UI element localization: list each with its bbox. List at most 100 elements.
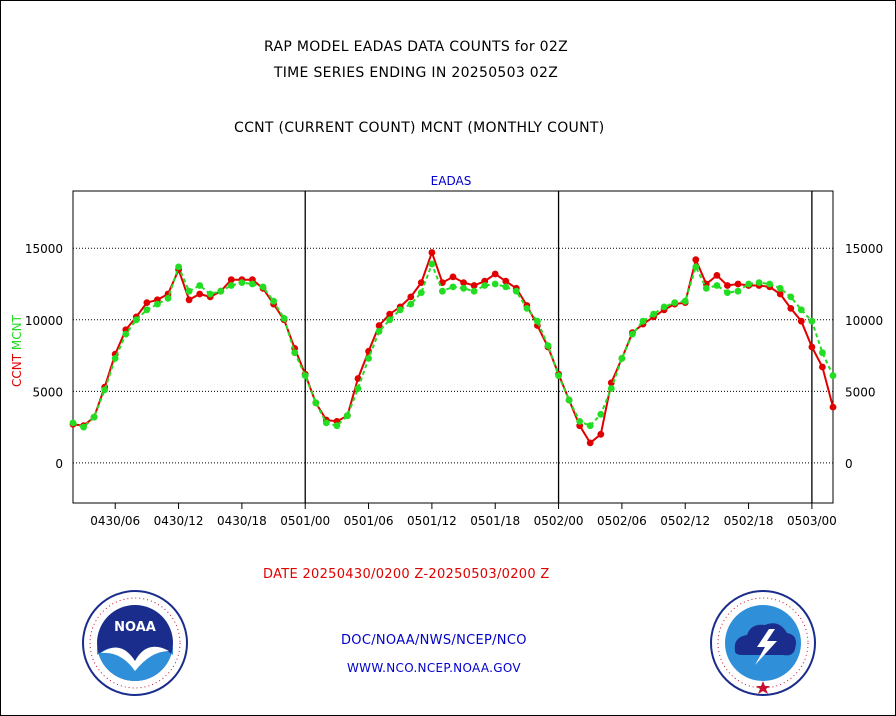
data-point-mcnt: [512, 287, 520, 295]
data-point-mcnt: [301, 372, 309, 379]
data-point-mcnt: [196, 282, 204, 289]
data-point-mcnt: [344, 412, 351, 420]
data-point-mcnt: [639, 317, 647, 325]
y-tick-label-left: 5000: [32, 385, 63, 399]
svg-text:NOAA: NOAA: [114, 620, 156, 635]
data-point-mcnt: [439, 287, 446, 295]
data-point-ccnt: [692, 256, 700, 264]
data-point-mcnt: [607, 385, 615, 392]
data-point-mcnt: [407, 300, 415, 308]
data-point-mcnt: [671, 299, 679, 306]
data-point-ccnt: [417, 279, 425, 286]
data-point-mcnt: [681, 297, 689, 305]
x-tick-label: 0430/18: [217, 514, 267, 528]
data-point-mcnt: [555, 372, 562, 379]
data-point-mcnt: [132, 316, 140, 324]
plot-title: EADAS: [431, 174, 472, 188]
data-point-mcnt: [259, 283, 267, 291]
data-point-mcnt: [227, 282, 235, 289]
x-tick-label: 0502/06: [597, 514, 647, 528]
x-tick-label: 0502/18: [724, 514, 774, 528]
data-point-mcnt: [238, 279, 246, 286]
y-axis-label-mcnt: MCNT: [10, 314, 24, 354]
data-point-mcnt: [766, 280, 774, 288]
x-tick-label: 0502/00: [534, 514, 584, 528]
y-tick-label-left: 10000: [25, 314, 63, 328]
data-point-mcnt: [660, 303, 668, 311]
data-point-ccnt: [354, 375, 362, 382]
data-point-ccnt: [586, 439, 594, 447]
data-point-mcnt: [175, 263, 183, 271]
data-point-ccnt: [491, 270, 499, 278]
x-tick-label: 0430/12: [154, 514, 204, 528]
data-point-ccnt: [227, 276, 235, 284]
data-point-mcnt: [449, 283, 457, 291]
x-tick-label: 0503/00: [787, 514, 837, 528]
data-point-mcnt: [69, 419, 77, 427]
data-point-ccnt: [428, 249, 436, 256]
data-point-mcnt: [460, 284, 467, 292]
data-point-mcnt: [618, 355, 626, 362]
data-point-mcnt: [322, 419, 330, 427]
credit-website: WWW.NCO.NCEP.NOAA.GOV: [347, 661, 521, 675]
data-point-ccnt: [375, 322, 383, 329]
credit-organization: DOC/NOAA/NWS/NCEP/NCO: [341, 633, 527, 648]
data-point-mcnt: [787, 293, 795, 301]
data-point-mcnt: [333, 422, 341, 430]
data-point-ccnt: [713, 272, 721, 279]
data-point-ccnt: [407, 293, 415, 301]
y-tick-label-right: 0: [845, 457, 853, 471]
data-point-ccnt: [386, 310, 394, 318]
data-point-ccnt: [196, 290, 204, 298]
data-point-ccnt: [808, 343, 816, 351]
chart-title-line1: RAP MODEL EADAS DATA COUNTS for 02Z: [263, 39, 568, 55]
data-point-mcnt: [713, 282, 721, 289]
data-point-mcnt: [829, 372, 837, 379]
y-tick-label-right: 15000: [845, 242, 883, 256]
noaa-logo: NOAA: [82, 590, 188, 696]
data-point-ccnt: [449, 273, 457, 281]
national-weather-service-logo: [710, 590, 816, 696]
data-point-mcnt: [523, 305, 531, 312]
x-tick-label: 0501/12: [407, 514, 457, 528]
data-point-mcnt: [586, 422, 594, 430]
data-point-mcnt: [491, 280, 499, 288]
y-axis-label: CCNT MCNT: [10, 314, 24, 387]
data-point-mcnt: [280, 315, 288, 322]
data-point-mcnt: [808, 317, 816, 325]
data-point-ccnt: [143, 299, 151, 306]
data-point-mcnt: [249, 280, 256, 288]
data-point-mcnt: [745, 280, 752, 288]
data-point-mcnt: [365, 355, 372, 362]
data-point-ccnt: [819, 363, 826, 371]
y-tick-label-left: 0: [55, 457, 63, 471]
data-point-ccnt: [502, 277, 510, 285]
y-tick-label-right: 10000: [845, 314, 883, 328]
data-point-ccnt: [470, 282, 478, 289]
data-point-mcnt: [217, 287, 225, 295]
y-tick-label-left: 15000: [25, 242, 63, 256]
data-point-mcnt: [154, 300, 161, 308]
data-point-mcnt: [111, 355, 119, 362]
data-point-mcnt: [702, 284, 710, 292]
data-point-mcnt: [428, 260, 436, 268]
data-point-mcnt: [375, 327, 383, 335]
data-point-mcnt: [206, 290, 214, 298]
data-point-mcnt: [755, 279, 763, 286]
chart-legend-description: CCNT (CURRENT COUNT) MCNT (MONTHLY COUNT…: [234, 120, 605, 136]
data-point-mcnt: [80, 423, 87, 431]
data-point-mcnt: [164, 294, 172, 302]
x-tick-label: 0501/18: [470, 514, 520, 528]
data-point-mcnt: [354, 385, 362, 392]
data-point-ccnt: [734, 280, 742, 288]
data-point-ccnt: [460, 279, 467, 286]
data-point-ccnt: [724, 282, 731, 289]
data-point-ccnt: [797, 317, 805, 325]
plot-area-frame: [72, 190, 834, 504]
data-point-ccnt: [776, 290, 784, 298]
data-point-mcnt: [396, 306, 404, 314]
data-point-ccnt: [597, 430, 605, 438]
data-point-mcnt: [734, 287, 742, 295]
